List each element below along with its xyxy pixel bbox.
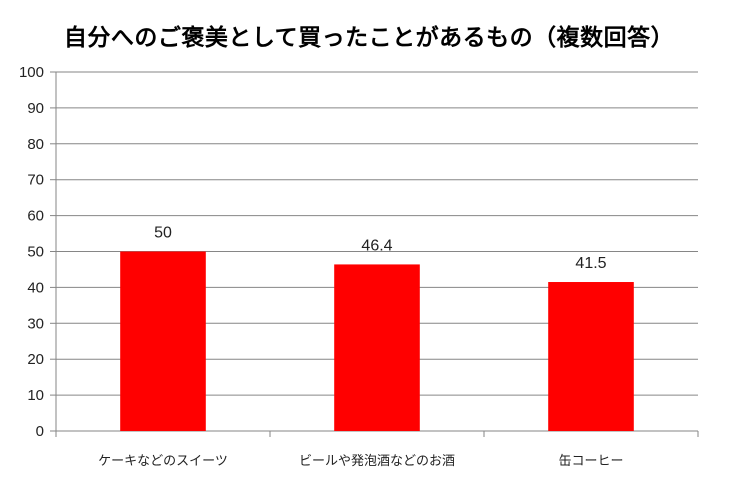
- y-tick-label: 10: [27, 387, 44, 404]
- data-label: 50: [154, 225, 172, 242]
- y-tick-label: 90: [27, 100, 44, 117]
- y-tick-label: 80: [27, 136, 44, 153]
- data-label: 46.4: [361, 237, 392, 254]
- bar: [548, 282, 634, 431]
- y-tick-label: 40: [27, 279, 44, 296]
- y-tick-label: 20: [27, 351, 44, 368]
- chart-title: 自分へのご褒美として買ったことがあるもの（複数回答）: [63, 25, 675, 51]
- y-tick-label: 50: [27, 244, 44, 261]
- y-tick-label: 30: [27, 315, 44, 332]
- y-tick-label: 60: [27, 208, 44, 225]
- y-tick-label: 0: [36, 423, 44, 440]
- data-label: 41.5: [575, 255, 606, 272]
- x-category-label: 缶コーヒー: [558, 454, 623, 469]
- bar: [120, 251, 206, 431]
- x-category-label: ケーキなどのスイーツ: [98, 454, 228, 469]
- y-tick-label: 100: [19, 64, 44, 81]
- y-tick-label: 70: [27, 172, 44, 189]
- bar: [334, 264, 420, 431]
- x-category-label: ビールや発泡酒などのお酒: [299, 454, 455, 469]
